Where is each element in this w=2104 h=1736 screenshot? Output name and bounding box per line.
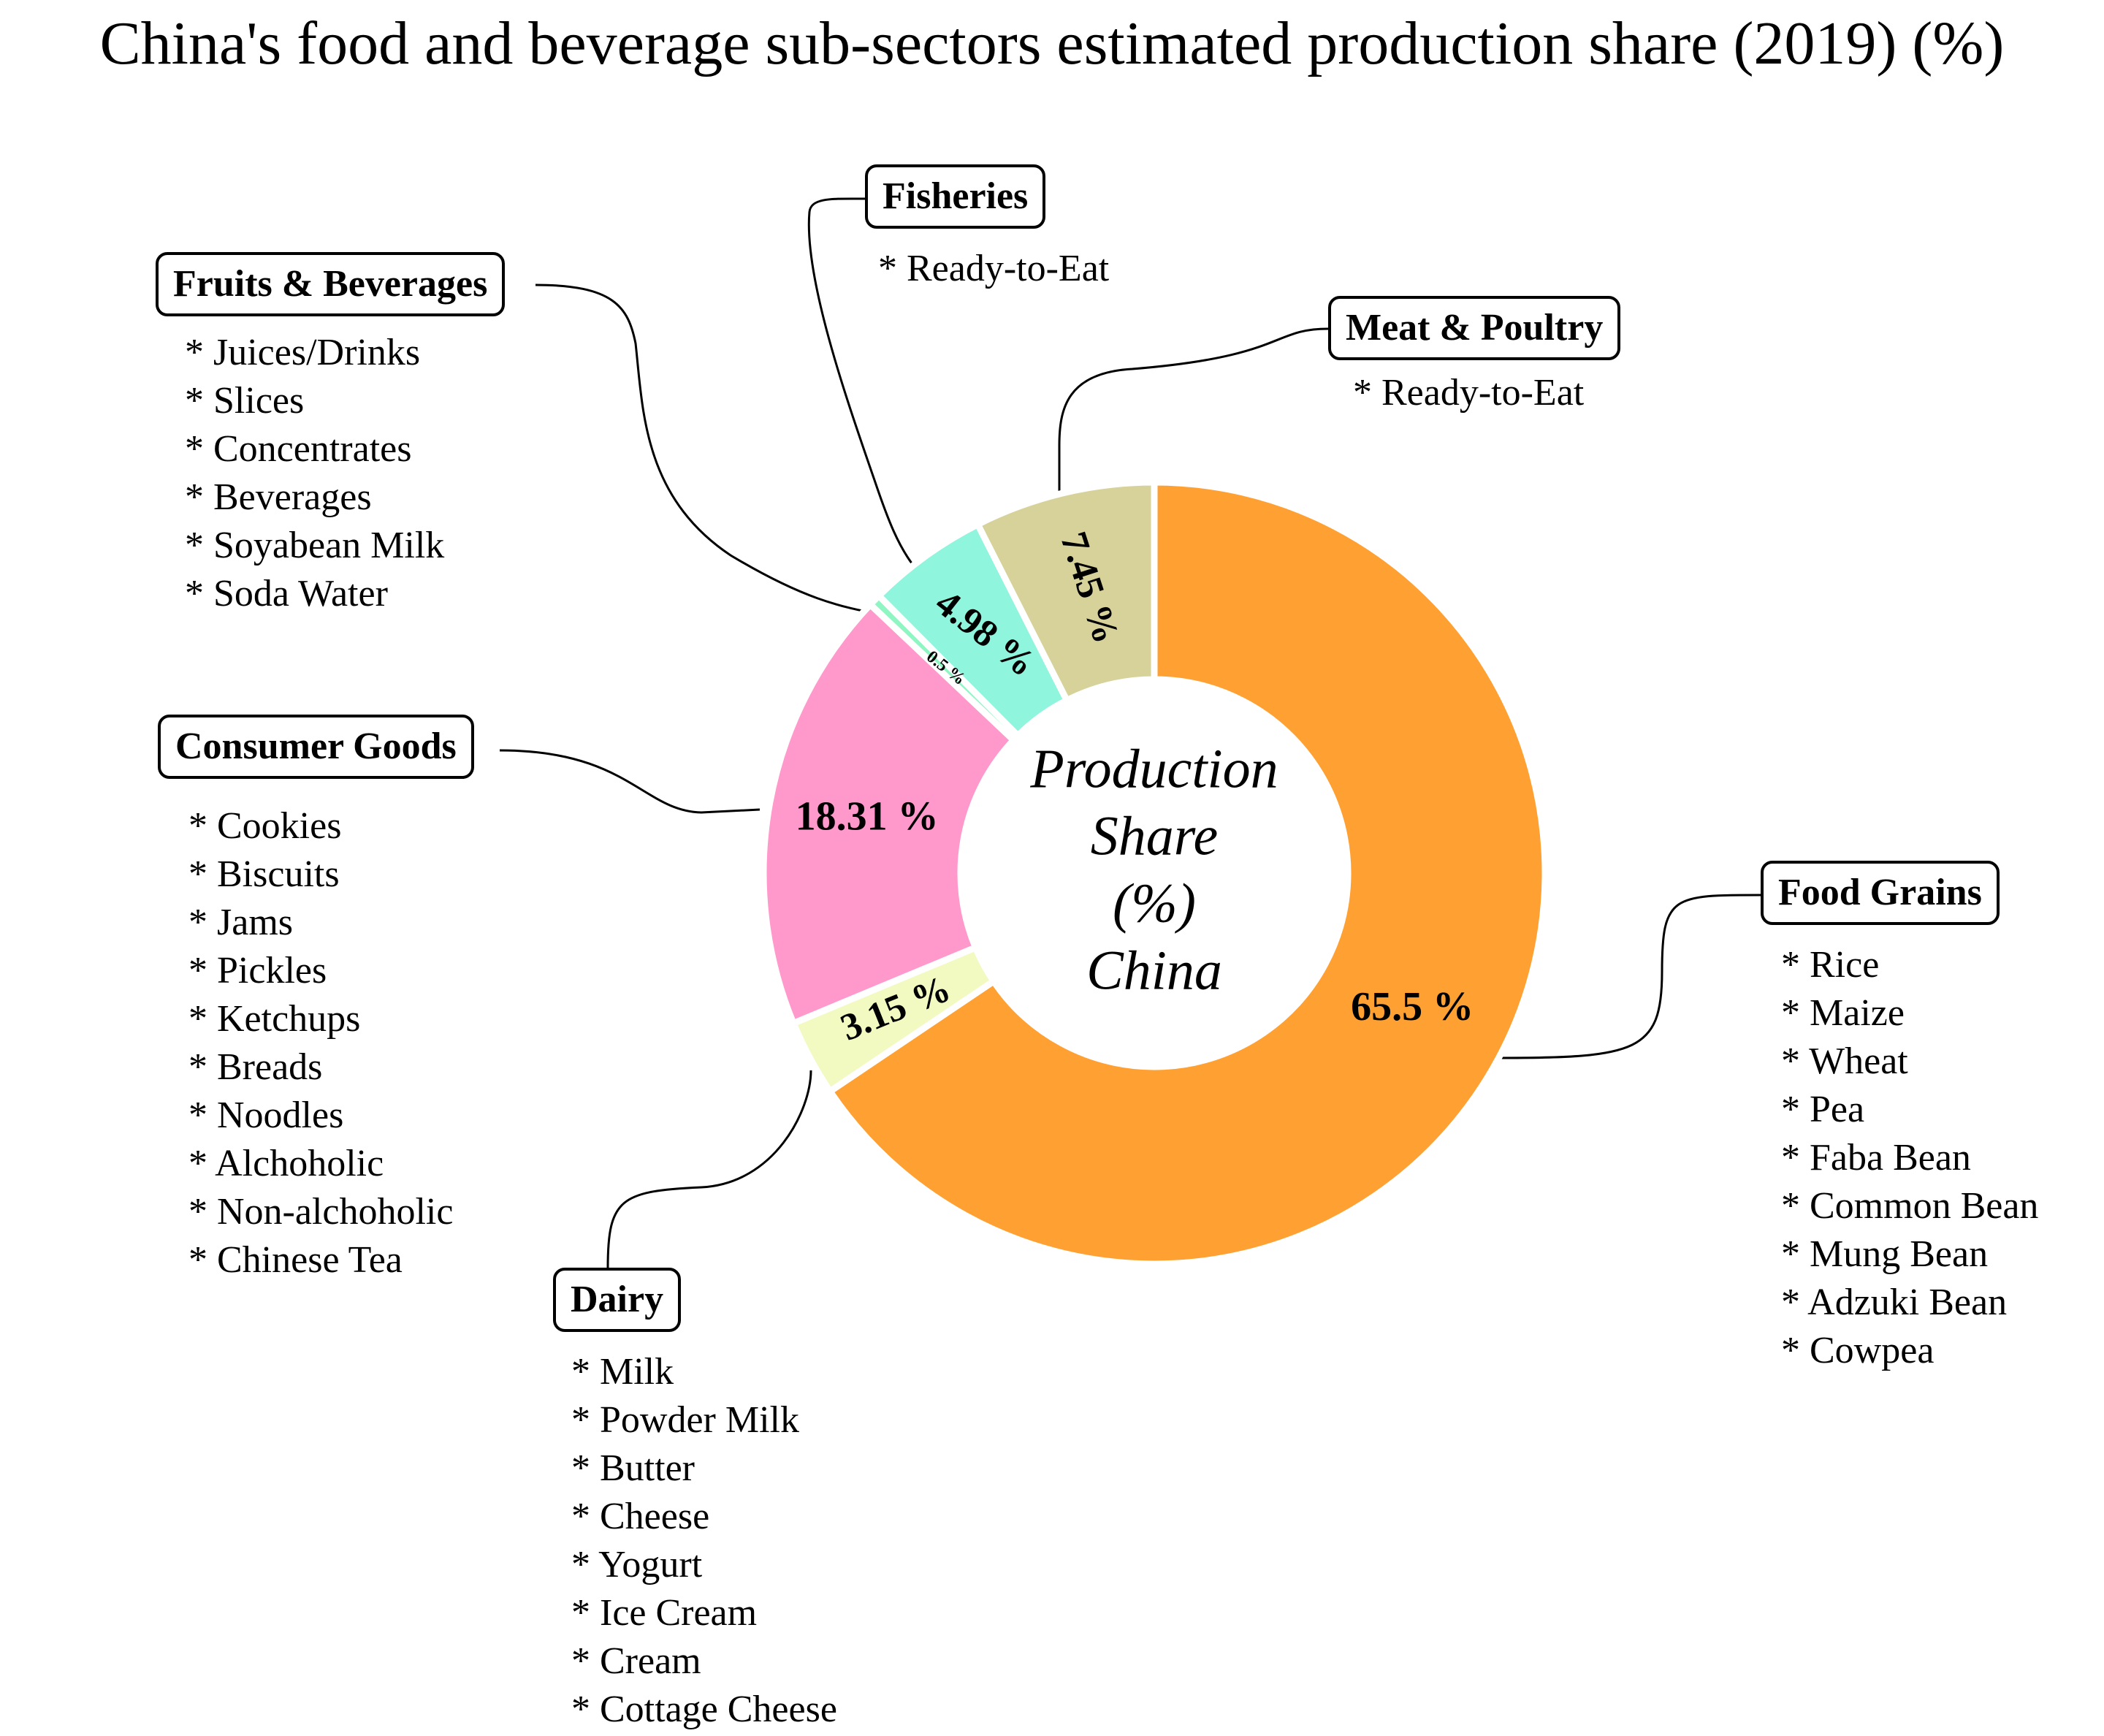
list-item: Ketchups: [188, 995, 453, 1043]
list-item: Powder Milk: [571, 1396, 837, 1444]
dairy-items: Milk Powder Milk Butter Cheese Yogurt Ic…: [571, 1348, 837, 1734]
list-item: Cowpea: [1781, 1327, 2038, 1375]
connector-food-grains: [1497, 894, 1761, 1059]
list-item: Butter: [571, 1444, 837, 1493]
list-item: Cookies: [188, 802, 453, 850]
list-item: Mung Bean: [1781, 1230, 2038, 1279]
category-label-dairy: Dairy: [553, 1268, 682, 1332]
list-item: Cheese: [571, 1493, 837, 1541]
list-item: Adzuki Bean: [1781, 1279, 2038, 1327]
list-item: Chinese Tea: [188, 1236, 453, 1284]
list-item: Juices/Drinks: [185, 329, 444, 377]
list-item: Milk: [571, 1348, 837, 1396]
category-label-fisheries: Fisheries: [865, 164, 1046, 229]
list-item: Alchoholic: [188, 1140, 453, 1188]
connector-fruits-beverages: [535, 283, 877, 615]
connector-meat-poultry: [1058, 327, 1329, 497]
list-item: Concentrates: [185, 425, 444, 473]
list-item: Soda Water: [185, 570, 444, 618]
chart-title: China's food and beverage sub-sectors es…: [99, 9, 2005, 77]
list-item: Ready-to-Eat: [1353, 369, 1584, 417]
list-item: Yogurt: [571, 1541, 837, 1589]
consumer-goods-items: Cookies Biscuits Jams Pickles Ketchups B…: [188, 802, 453, 1284]
center-label-line: China: [1086, 940, 1222, 1001]
category-label-fruits-beverages: Fruits & Beverages: [156, 252, 506, 316]
slice-label-food-grains: 65.5 %: [1351, 984, 1474, 1029]
list-item: Common Bean: [1781, 1182, 2038, 1230]
list-item: Wheat: [1781, 1038, 2038, 1086]
list-item: Non-alchoholic: [188, 1188, 453, 1236]
list-item: Slices: [185, 377, 444, 425]
list-item: Noodles: [188, 1092, 453, 1140]
list-item: Beverages: [185, 473, 444, 522]
list-item: Maize: [1781, 989, 2038, 1038]
connector-lines: [499, 197, 1761, 1268]
fisheries-items: Ready-to-Eat: [878, 245, 1109, 293]
slice-label-consumer-goods: 18.31 %: [796, 794, 939, 840]
list-item: Biscuits: [188, 850, 453, 899]
list-item: Pickles: [188, 947, 453, 995]
list-item: Jams: [188, 899, 453, 947]
list-item: Faba Bean: [1781, 1134, 2038, 1182]
connector-fisheries: [807, 197, 918, 571]
meat-poultry-items: Ready-to-Eat: [1353, 369, 1584, 417]
list-item: Breads: [188, 1043, 453, 1092]
slice-consumer-goods: [760, 600, 1018, 1028]
center-label-line: Production: [1029, 738, 1278, 799]
category-label-meat-poultry: Meat & Poultry: [1328, 296, 1621, 360]
fruits-beverages-items: Juices/Drinks Slices Concentrates Bevera…: [185, 329, 444, 618]
list-item: Ice Cream: [571, 1589, 837, 1637]
category-label-food-grains: Food Grains: [1761, 861, 2000, 925]
list-item: Cream: [571, 1637, 837, 1686]
center-label-line: Share: [1091, 805, 1219, 867]
list-item: Ready-to-Eat: [878, 245, 1109, 293]
donut-slices: [760, 479, 1549, 1268]
food-grains-items: Rice Maize Wheat Pea Faba Bean Common Be…: [1781, 941, 2038, 1375]
slice-food-grains: [825, 479, 1549, 1268]
list-item: Cottage Cheese: [571, 1686, 837, 1734]
list-item: Rice: [1781, 941, 2038, 989]
center-label-line: (%): [1113, 872, 1196, 934]
connector-consumer-goods: [499, 749, 761, 814]
category-label-consumer-goods: Consumer Goods: [158, 715, 474, 779]
list-item: Pea: [1781, 1086, 2038, 1134]
list-item: Soyabean Milk: [185, 522, 444, 570]
connector-dairy: [606, 1070, 812, 1268]
slice-meat-poultry: [973, 479, 1158, 705]
